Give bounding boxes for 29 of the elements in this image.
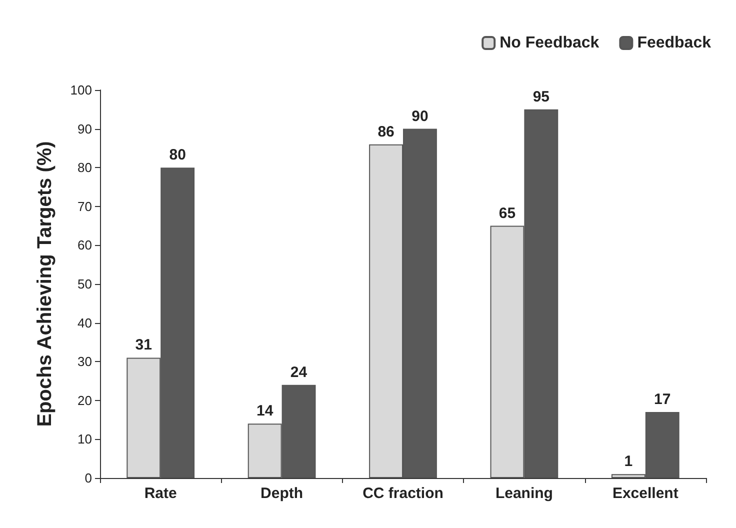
x-tick-label: Excellent	[612, 485, 678, 502]
y-tick-label: 30	[78, 354, 92, 370]
legend-label: No Feedback	[500, 34, 600, 52]
x-tick-label: Rate	[144, 485, 177, 502]
data-label: 80	[169, 146, 186, 164]
y-tick-label: 50	[78, 276, 92, 292]
y-tick-label: 100	[70, 82, 92, 98]
data-label: 95	[532, 88, 550, 106]
y-tick-label: 0	[84, 470, 92, 486]
data-label: 65	[498, 204, 516, 222]
y-tick-label: 10	[78, 432, 92, 447]
y-axis-title: Epochs Achieving Targets (%)	[34, 141, 56, 427]
data-label: 24	[290, 364, 308, 381]
x-tick-label: Leaning	[495, 485, 553, 502]
y-tick-label: 20	[78, 392, 92, 408]
legend-label: Feedback	[637, 34, 712, 52]
x-tick-label: Depth	[260, 485, 304, 502]
data-label: 1	[624, 453, 633, 470]
x-tick-label: CC fraction	[362, 485, 444, 502]
data-label: 17	[654, 391, 671, 408]
y-tick-label: 60	[78, 238, 92, 253]
data-label: 31	[135, 336, 152, 354]
y-tick-label: 70	[78, 198, 92, 214]
y-tick-label: 80	[78, 160, 92, 176]
y-tick-label: 40	[78, 315, 92, 330]
data-label: 90	[412, 108, 428, 125]
data-label: 86	[378, 123, 394, 140]
data-label: 14	[256, 402, 274, 420]
y-tick-label: 90	[78, 121, 92, 136]
